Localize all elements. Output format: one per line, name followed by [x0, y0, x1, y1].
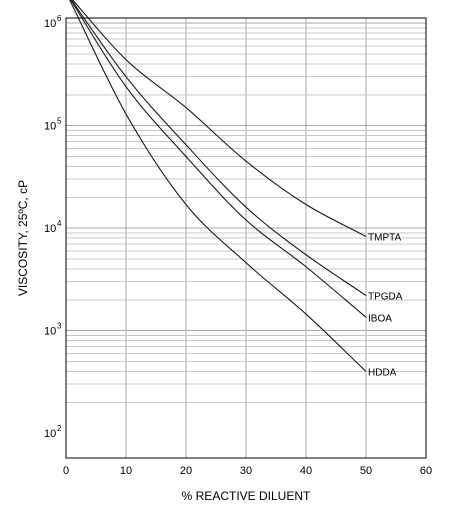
- y-tick-label: 10 3: [44, 322, 62, 338]
- x-tick-label: 10: [120, 465, 132, 477]
- x-tick-label: 0: [63, 465, 69, 477]
- plot-frame: [65, 17, 427, 459]
- x-tick-label: 60: [420, 465, 432, 477]
- series-label-tmpta: TMPTA: [368, 232, 401, 243]
- y-tick-exponent: 5: [57, 117, 62, 126]
- y-tick-base: 10: [44, 18, 56, 30]
- grid: [66, 18, 426, 458]
- x-tick-label: 50: [360, 465, 372, 477]
- series-label-tpgda: TPGDA: [368, 292, 403, 303]
- x-tick-label: 30: [240, 465, 252, 477]
- y-tick-exponent: 6: [57, 14, 62, 23]
- y-axis-label: VISCOSITY, 25ºC, cP: [16, 180, 30, 296]
- y-tick-base: 10: [44, 223, 56, 235]
- series-label-hdda: HDDA: [368, 367, 397, 378]
- y-tick-base: 10: [44, 326, 56, 338]
- x-tick-label: 40: [300, 465, 312, 477]
- series-lines: [69, 0, 367, 372]
- x-tick-label: 20: [180, 465, 192, 477]
- series-line-hdda: [69, 0, 367, 372]
- series-labels: TMPTA TPGDA IBOA HDDA: [368, 232, 403, 378]
- series-label-iboa: IBOA: [368, 313, 392, 324]
- series-line-iboa: [70, 0, 367, 318]
- y-tick-base: 10: [44, 121, 56, 133]
- y-tick-exponent: 3: [57, 322, 62, 331]
- x-tick-labels: 0 10 20 30 40 50 60: [63, 465, 432, 477]
- y-tick-base: 10: [44, 428, 56, 440]
- y-tick-exponent: 4: [57, 219, 62, 228]
- y-tick-exponent: 2: [57, 424, 62, 433]
- y-tick-label: 10 4: [44, 219, 62, 235]
- series-line-tpgda: [70, 0, 367, 296]
- x-axis-label: % REACTIVE DILUENT: [182, 489, 311, 503]
- series-line-tmpta: [72, 0, 367, 237]
- y-tick-label: 10 2: [44, 424, 62, 440]
- y-tick-label: 10 6: [44, 14, 62, 30]
- y-tick-label: 10 5: [44, 117, 62, 133]
